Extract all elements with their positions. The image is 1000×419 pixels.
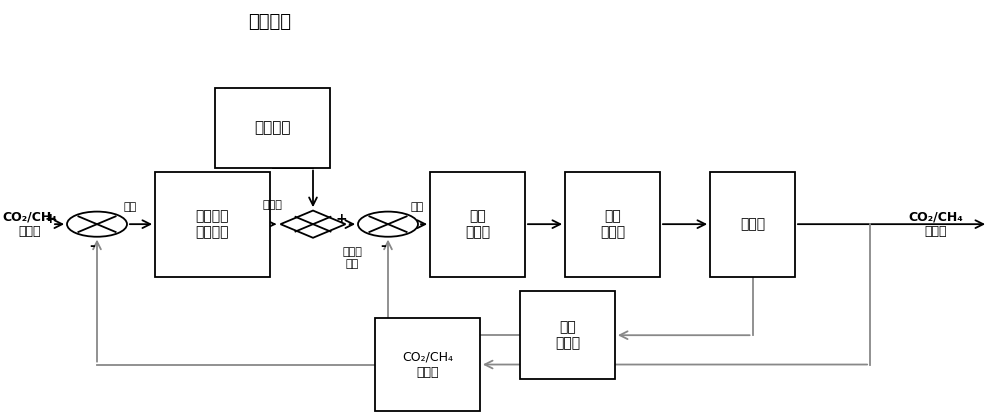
Circle shape (67, 212, 127, 237)
Text: +: + (45, 212, 56, 226)
Text: 合成气成
分控制器: 合成气成 分控制器 (196, 209, 229, 239)
Text: 偏差: 偏差 (410, 202, 424, 212)
Text: -: - (90, 239, 95, 253)
Text: 比值控制: 比值控制 (248, 13, 292, 31)
Text: 氧气流量: 氧气流量 (254, 120, 291, 135)
Text: 偏差: 偏差 (123, 202, 137, 212)
Text: 氧煤比: 氧煤比 (262, 200, 282, 210)
Text: 粉煤
调节阀: 粉煤 调节阀 (600, 209, 625, 239)
Text: 煤量设
定值: 煤量设 定值 (342, 247, 362, 269)
Text: CO₂/CH₄
设定值: CO₂/CH₄ 设定值 (2, 210, 57, 238)
Text: CO₂/CH₄
测量值: CO₂/CH₄ 测量值 (402, 351, 453, 378)
Text: -: - (381, 239, 386, 253)
Text: 粉煤
控制器: 粉煤 控制器 (465, 209, 490, 239)
FancyBboxPatch shape (565, 172, 660, 277)
Text: 气化炉: 气化炉 (740, 217, 765, 231)
Text: 粉煤
测量值: 粉煤 测量值 (555, 320, 580, 350)
Text: +: + (336, 212, 347, 226)
Polygon shape (280, 210, 346, 238)
FancyBboxPatch shape (430, 172, 525, 277)
FancyBboxPatch shape (155, 172, 270, 277)
FancyBboxPatch shape (520, 291, 615, 379)
FancyBboxPatch shape (710, 172, 795, 277)
FancyBboxPatch shape (215, 88, 330, 168)
Circle shape (358, 212, 418, 237)
Text: CO₂/CH₄
测量值: CO₂/CH₄ 测量值 (908, 210, 963, 238)
FancyBboxPatch shape (375, 318, 480, 411)
